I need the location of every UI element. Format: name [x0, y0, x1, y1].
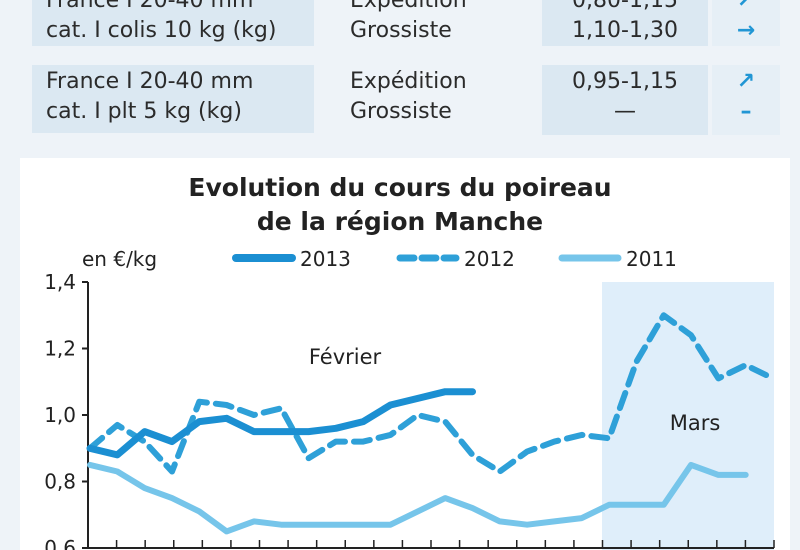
product-line: cat. I plt 5 kg (kg) [46, 99, 242, 124]
trend-icon: → [736, 18, 756, 43]
trend-icon: ↗ [736, 69, 756, 94]
product-cell: France I 20-40 mm cat. I plt 5 kg (kg) [32, 65, 314, 133]
chart-subtitle: de la région Manche [257, 207, 543, 236]
price-table: France I 20-40 mm cat. I colis 10 kg (kg… [0, 0, 800, 150]
y-tick-label: 1,4 [44, 270, 76, 294]
annotation-mars: Mars [670, 411, 721, 435]
price-line: 0,95-1,15 [572, 69, 678, 94]
annotation-fevrier: Février [309, 345, 382, 369]
product-line: France I 20-40 mm [46, 69, 254, 94]
trend-cell: ↗ – [712, 65, 780, 135]
legend-label: 2013 [300, 247, 351, 271]
stage-line: Expédition [350, 0, 467, 13]
y-axis-label: en €/kg [82, 247, 157, 271]
price-line: 0,80-1,15 [572, 0, 678, 13]
trend-icon: – [740, 99, 752, 124]
series-line-2013 [86, 388, 476, 459]
stage-line: Grossiste [350, 18, 452, 43]
series-lines [86, 312, 776, 535]
chart-title: Evolution du cours du poireau [188, 173, 611, 202]
stage-line: Expédition [350, 69, 467, 94]
table-row: France I 20-40 mm cat. I plt 5 kg (kg) E… [0, 65, 800, 135]
y-tick-label: 0,8 [44, 470, 76, 494]
chart-legend: 2013 2012 2011 [232, 247, 677, 271]
trend-cell: ↗ → [712, 0, 780, 46]
stage-cell: Expédition Grossiste [350, 0, 467, 46]
series-line-2012 [87, 312, 776, 475]
product-line: France I 20-40 mm [46, 0, 254, 13]
table-row: France I 20-40 mm cat. I colis 10 kg (kg… [0, 0, 800, 48]
stage-cell: Expédition Grossiste [350, 67, 467, 127]
series-line-2011 [87, 461, 749, 535]
trend-icon: ↗ [736, 0, 756, 13]
price-cell: 0,80-1,15 1,10-1,30 [542, 0, 708, 46]
price-cell: 0,95-1,15 — [542, 65, 708, 135]
stage-line: Grossiste [350, 99, 452, 124]
product-cell: France I 20-40 mm cat. I colis 10 kg (kg… [32, 0, 314, 46]
product-line: cat. I colis 10 kg (kg) [46, 18, 277, 43]
y-tick-label: 1,2 [44, 337, 76, 361]
gridlines: 0,6 0,8 1,0 1,2 1,4 [44, 270, 775, 550]
price-line: 1,10-1,30 [572, 18, 678, 43]
y-tick-label: 1,0 [44, 403, 76, 427]
legend-label: 2012 [464, 247, 515, 271]
y-tick-label: 0,6 [44, 536, 76, 550]
price-line: — [614, 99, 636, 124]
legend-label: 2011 [626, 247, 677, 271]
